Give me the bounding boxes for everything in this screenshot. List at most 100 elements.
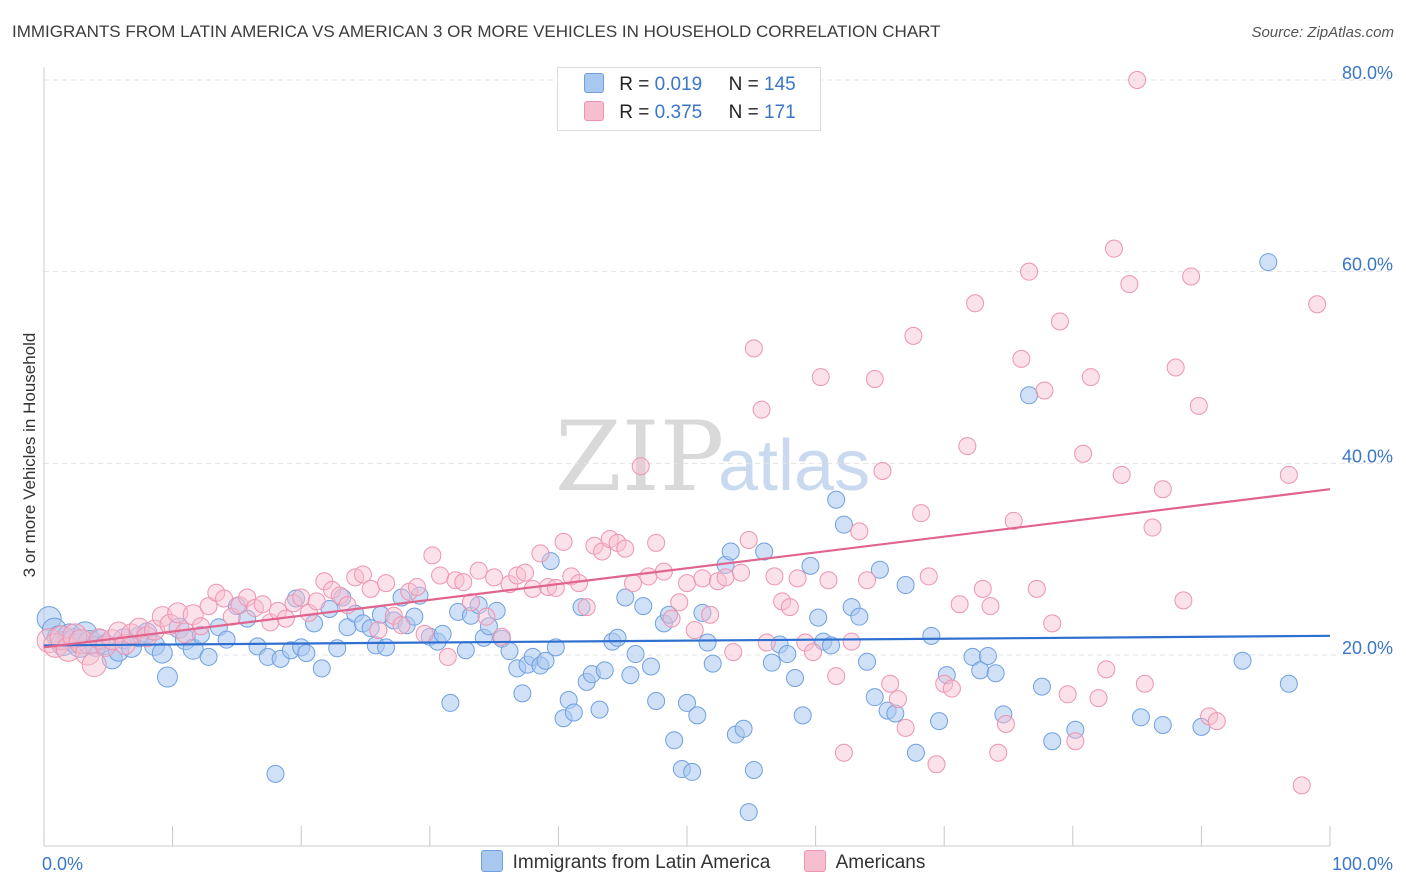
data-point-americans (796, 633, 815, 652)
legend-label-americans: Americans (835, 852, 926, 874)
data-point-immigrants (734, 719, 753, 738)
data-point-immigrants (156, 666, 178, 688)
data-point-americans (1020, 262, 1039, 281)
legend-n-label: N = (728, 102, 759, 123)
data-point-americans (384, 606, 403, 625)
data-point-immigrants (441, 693, 460, 712)
data-point-americans (546, 578, 565, 597)
data-point-immigrants (217, 630, 236, 649)
data-point-immigrants (590, 700, 609, 719)
data-point-immigrants (822, 636, 841, 655)
data-point-americans (942, 679, 961, 698)
data-point-americans (215, 589, 234, 608)
data-point-immigrants (546, 638, 565, 657)
data-point-americans (1153, 480, 1172, 499)
data-point-americans (577, 598, 596, 617)
data-point-americans (927, 755, 946, 774)
data-point-americans (616, 539, 635, 558)
chart-title: IMMIGRANTS FROM LATIN AMERICA VS AMERICA… (12, 22, 941, 41)
data-point-immigrants (778, 645, 797, 664)
data-point-americans (1012, 349, 1031, 368)
data-point-americans (811, 368, 830, 387)
data-point-immigrants (827, 490, 846, 509)
data-point-americans (842, 632, 861, 651)
data-point-immigrants (456, 641, 475, 660)
data-point-americans (1112, 465, 1131, 484)
source-credit: Source: ZipAtlas.com (1251, 24, 1394, 41)
axes (43, 67, 1331, 847)
data-point-americans (881, 674, 900, 693)
legend-swatch-blue (584, 72, 604, 93)
data-point-americans (858, 571, 877, 590)
data-point-immigrants (287, 589, 306, 608)
data-point-immigrants (744, 761, 763, 779)
data-point-immigrants (266, 764, 285, 783)
data-point-americans (1143, 518, 1162, 537)
data-point-americans (744, 339, 763, 358)
data-point-americans (732, 563, 751, 582)
trendline-americans (43, 488, 1331, 649)
correlation-legend: R = 0.019 N = 145 R = 0.375 N = 171 (557, 67, 821, 131)
y-axis-label: 3 or more Vehicles in Household (20, 333, 39, 578)
data-point-americans (724, 643, 743, 662)
data-point-immigrants (721, 542, 740, 561)
legend-row-immigrants: R = 0.019 N = 145 (584, 72, 796, 98)
series-legend: Immigrants from Latin America Americans (0, 850, 1406, 874)
data-point-americans (431, 566, 450, 585)
y-tick-label: 60.0% (1342, 255, 1393, 275)
data-point-americans (292, 588, 311, 607)
data-point-americans (469, 561, 488, 580)
data-point-immigrants (922, 626, 941, 645)
data-point-americans (752, 400, 771, 419)
data-point-immigrants (572, 598, 591, 617)
legend-n-value-americans: 171 (764, 102, 796, 123)
data-point-immigrants (433, 624, 452, 643)
data-point-americans (531, 544, 550, 563)
data-point-americans (199, 597, 218, 616)
x-tick-label-min: 0.0% (42, 854, 83, 874)
watermark-atlas: atlas (718, 426, 870, 506)
data-point-immigrants (151, 642, 173, 664)
data-point-americans (950, 595, 969, 614)
legend-swatch-pink (803, 850, 826, 872)
y-tick-label: 80.0% (1342, 63, 1393, 83)
data-point-americans (865, 370, 884, 388)
data-point-americans (888, 690, 907, 709)
data-point-immigrants (850, 607, 869, 626)
data-point-americans (369, 621, 388, 640)
data-point-immigrants (896, 576, 915, 595)
data-point-immigrants (683, 762, 702, 781)
data-point-americans (1081, 368, 1100, 387)
data-point-immigrants (616, 588, 635, 607)
data-point-americans (788, 569, 807, 588)
data-point-immigrants (886, 704, 905, 723)
data-point-immigrants (1032, 677, 1051, 696)
data-point-americans (454, 573, 473, 592)
watermark: ZIP atlas (555, 401, 870, 513)
data-point-immigrants (564, 703, 583, 722)
data-point-immigrants (312, 659, 331, 678)
legend-row-americans: R = 0.375 N = 171 (584, 100, 796, 126)
trendlines (43, 488, 1331, 649)
data-point-immigrants (870, 560, 889, 579)
data-point-immigrants (1259, 253, 1278, 272)
data-point-americans (780, 598, 799, 617)
data-point-americans (1074, 444, 1093, 463)
data-point-americans (662, 609, 681, 628)
data-point-americans (1279, 465, 1298, 484)
data-point-immigrants (199, 647, 218, 666)
data-point-immigrants (1279, 674, 1298, 693)
data-point-immigrants (626, 645, 645, 664)
data-point-americans (670, 593, 689, 612)
data-point-americans (716, 568, 735, 587)
data-point-immigrants (641, 657, 660, 676)
data-point-immigrants (801, 556, 820, 575)
data-point-americans (873, 462, 892, 480)
data-point-immigrants (762, 653, 781, 672)
data-point-immigrants (608, 628, 627, 647)
data-point-immigrants (906, 743, 925, 762)
data-point-immigrants (595, 661, 614, 680)
watermark-zip: ZIP (555, 401, 724, 513)
data-point-immigrants (739, 803, 758, 822)
data-point-immigrants (793, 706, 812, 725)
